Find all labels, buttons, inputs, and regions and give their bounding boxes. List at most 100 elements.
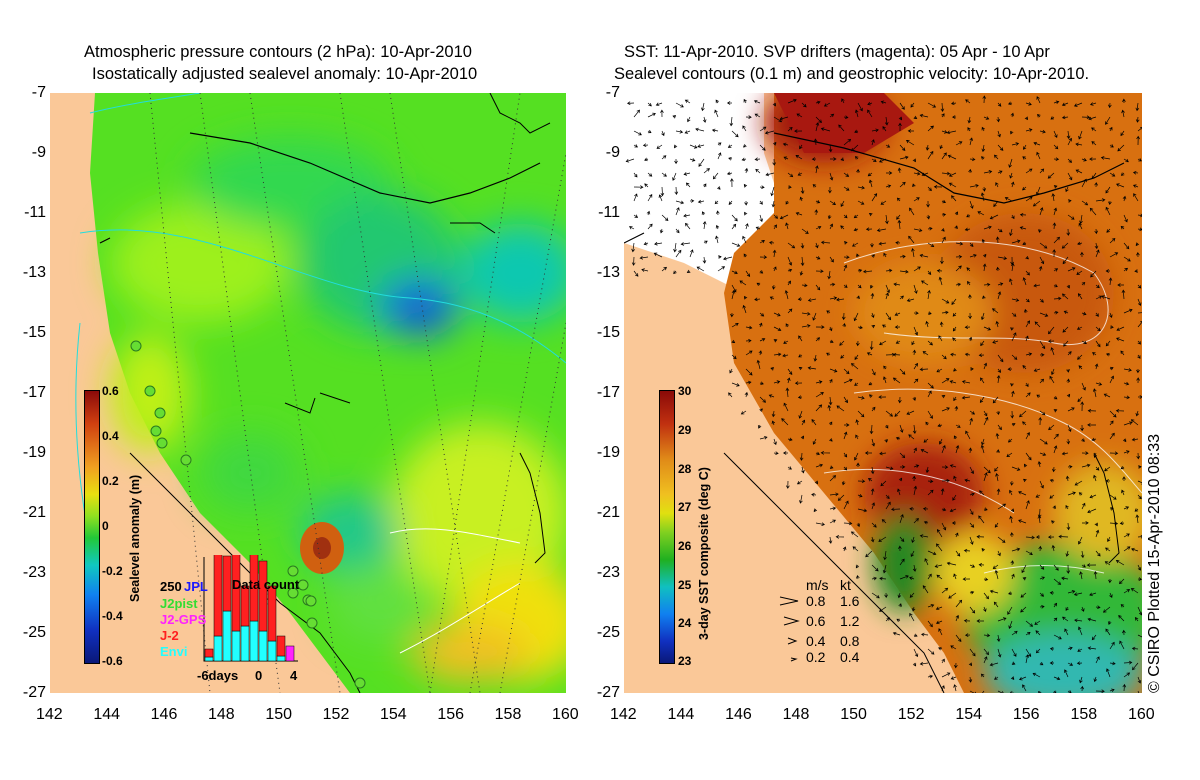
velocity-arrow: [1025, 654, 1030, 664]
velocity-arrow: [964, 227, 971, 232]
velocity-arrow: [759, 408, 763, 412]
velocity-arrow: [759, 144, 766, 151]
right-cb-tick: 28: [678, 462, 692, 476]
velocity-arrow: [908, 434, 915, 440]
velocity-arrow: [794, 129, 803, 133]
velocity-arrow: [1049, 375, 1055, 384]
y-axis-label: -13: [596, 264, 620, 281]
velocity-arrow: [896, 618, 901, 623]
velocity-arrow: [983, 507, 988, 512]
velocity-arrow: [675, 102, 684, 108]
velocity-arrow: [697, 199, 705, 204]
velocity-arrow: [1135, 514, 1140, 524]
left-map-panel[interactable]: [50, 93, 566, 693]
velocity-arrow: [675, 207, 680, 216]
velocity-arrow: [1033, 283, 1041, 288]
velocity-arrow: [1091, 127, 1097, 132]
velocity-arrow: [981, 144, 986, 153]
velocity-arrow: [689, 249, 694, 258]
right-map-panel[interactable]: [624, 93, 1142, 693]
velocity-arrow: [938, 628, 943, 636]
velocity-arrow: [728, 200, 733, 205]
velocity-arrow: [820, 240, 831, 245]
x-axis-label: 148: [208, 706, 235, 723]
velocity-arrow: [899, 452, 906, 459]
velocity-arrow: [871, 128, 879, 133]
velocity-arrow: [857, 200, 865, 205]
velocity-arrow: [1066, 284, 1071, 289]
velocity-arrow: [910, 102, 915, 108]
velocity-arrow: [881, 519, 887, 524]
velocity-arrow: [1053, 207, 1058, 216]
y-axis-label: -17: [22, 384, 46, 401]
velocity-arrow: [869, 284, 874, 289]
velocity-arrow: [787, 172, 794, 178]
velocity-arrow: [815, 122, 820, 132]
velocity-arrow: [1025, 196, 1033, 202]
velocity-arrow: [1066, 228, 1071, 236]
velocity-arrow: [857, 268, 863, 273]
velocity-arrow: [952, 494, 957, 501]
velocity-arrow: [885, 171, 893, 175]
velocity-arrow: [967, 280, 971, 286]
velocity-arrow: [1022, 277, 1027, 286]
velocity-arrow: [1053, 157, 1060, 162]
velocity-arrow: [1025, 270, 1030, 276]
velocity-arrow: [885, 214, 889, 225]
velocity-arrow: [997, 690, 1004, 693]
velocity-arrow: [969, 242, 974, 247]
velocity-arrow: [913, 115, 918, 119]
velocity-arrow: [801, 228, 809, 234]
velocity-arrow: [745, 350, 753, 356]
velocity-arrow: [715, 210, 720, 216]
velocity-arrow: [787, 242, 796, 249]
velocity-arrow: [1136, 368, 1140, 374]
velocity-arrow: [1123, 256, 1131, 262]
velocity-arrow: [675, 249, 682, 258]
velocity-arrow: [1123, 450, 1130, 454]
velocity-arrow: [1073, 102, 1083, 107]
tide-gauges[interactable]: [130, 340, 366, 689]
velocity-arrow: [950, 645, 957, 650]
velocity-arrow: [927, 340, 933, 346]
velocity-arrow: [997, 550, 1001, 557]
velocity-arrow: [1010, 382, 1014, 387]
velocity-arrow: [1037, 114, 1041, 118]
velocity-arrow: [1095, 605, 1101, 610]
velocity-arrow: [1105, 206, 1111, 216]
velocity-arrow: [1061, 293, 1069, 300]
velocity-arrow: [899, 102, 905, 110]
velocity-arrow: [1010, 112, 1015, 118]
velocity-arrow: [1076, 270, 1083, 275]
velocity-arrow: [853, 227, 859, 232]
velocity-arrow: [1108, 578, 1112, 584]
velocity-arrow: [883, 252, 887, 258]
velocity-arrow: [689, 144, 698, 149]
velocity-arrow: [1080, 685, 1085, 692]
velocity-arrow: [759, 126, 767, 132]
velocity-arrow: [1081, 382, 1086, 391]
velocity-arrow: [787, 377, 791, 384]
velocity-arrow: [1109, 420, 1114, 426]
velocity-arrow: [912, 424, 917, 435]
velocity-arrow: [1065, 550, 1070, 557]
velocity-arrow: [1025, 392, 1031, 398]
velocity-arrow: [982, 253, 987, 258]
velocity-arrow: [997, 170, 1003, 174]
velocity-arrow: [829, 438, 833, 442]
y-axis-label: -27: [22, 684, 46, 701]
velocity-arrow: [811, 492, 817, 497]
velocity-arrow: [765, 172, 775, 177]
velocity-arrow: [815, 451, 821, 456]
velocity-arrow: [1081, 340, 1087, 344]
velocity-arrow: [626, 101, 635, 106]
x-axis-label: 158: [1070, 706, 1098, 723]
velocity-arrow: [1053, 617, 1058, 622]
velocity-arrow: [829, 475, 837, 482]
velocity-arrow: [909, 507, 915, 511]
velocity-arrow: [1039, 242, 1048, 249]
velocity-arrow: [936, 368, 943, 373]
data-count-bar: [285, 645, 295, 662]
velocity-arrow: [1049, 494, 1055, 499]
velocity-arrow: [1109, 410, 1117, 418]
